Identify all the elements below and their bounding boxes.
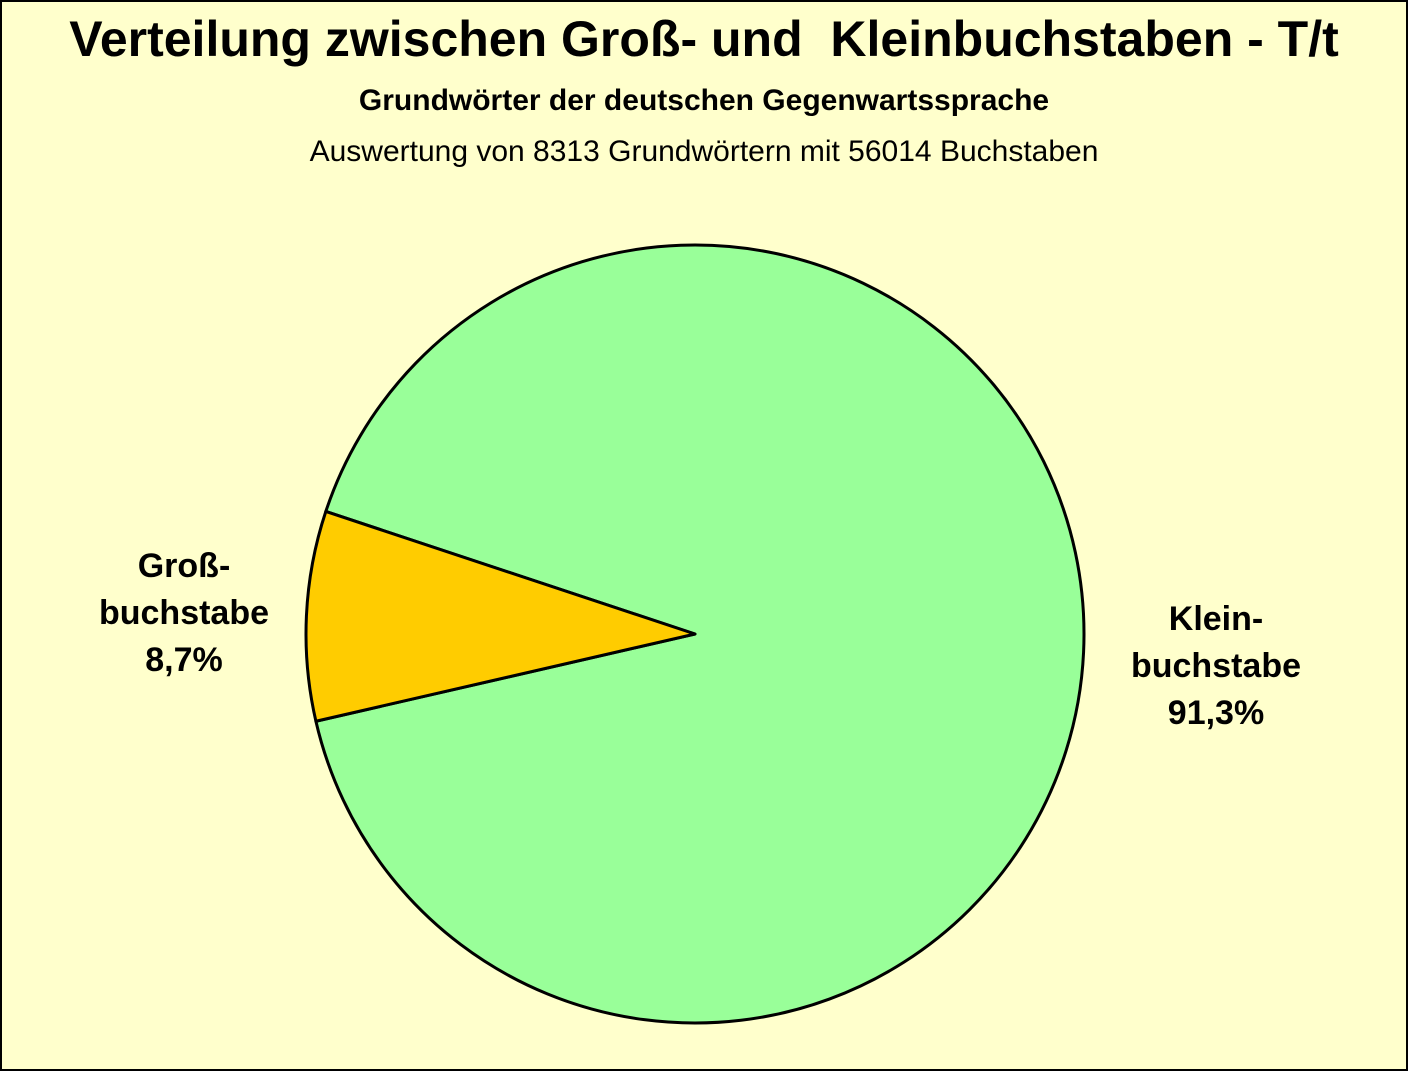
label-kleinbuchstabe-value: 91,3% (1167, 694, 1265, 732)
label-kleinbuchstabe-line1: Klein- (1168, 600, 1264, 638)
label-grossbuchstabe-line1: Groß- (137, 547, 231, 585)
chart-title: Verteilung zwischen Groß- und Kleinbuchs… (69, 11, 1339, 67)
pie-slice-kleinbuchstabe (314, 243, 1086, 1025)
chart-subtitle: Grundwörter der deutschen Gegenwartsspra… (358, 84, 1050, 117)
chart-note: Auswertung von 8313 Grundwörtern mit 560… (309, 135, 1099, 168)
label-kleinbuchstabe-line2: buchstabe (1130, 647, 1302, 685)
label-grossbuchstabe-line2: buchstabe (98, 594, 270, 632)
label-grossbuchstabe-value: 8,7% (145, 641, 223, 679)
label-kleinbuchstabe: Klein- buchstabe 91,3% (1131, 596, 1301, 737)
label-grossbuchstabe: Groß- buchstabe 8,7% (99, 543, 269, 684)
pie-slice-grossbuchstabe (304, 509, 697, 723)
